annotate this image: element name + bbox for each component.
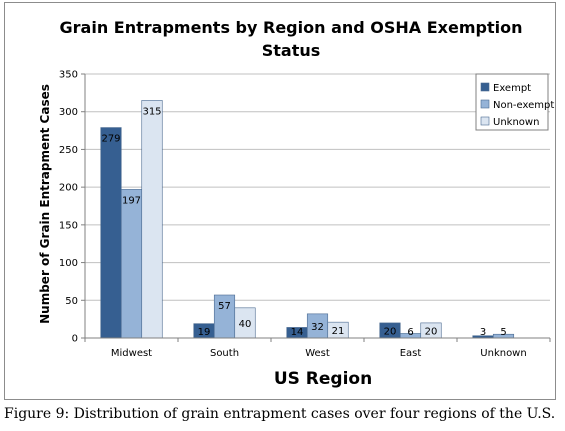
legend-swatch bbox=[480, 116, 490, 126]
y-axis-label: Number of Grain Entrapment Cases bbox=[38, 84, 52, 324]
data-label: 279 bbox=[101, 134, 120, 145]
data-label: 40 bbox=[239, 319, 252, 330]
x-tick-label: South bbox=[210, 348, 239, 359]
data-label: 3 bbox=[480, 327, 486, 338]
y-tick-label: 50 bbox=[65, 296, 78, 307]
data-label: 14 bbox=[291, 327, 304, 338]
bar bbox=[100, 127, 122, 339]
data-label: 197 bbox=[122, 195, 141, 206]
legend-entry: Non-exempt bbox=[493, 100, 554, 111]
y-tick-label: 300 bbox=[59, 107, 78, 118]
data-label: 20 bbox=[384, 326, 397, 337]
bar bbox=[141, 100, 163, 339]
y-tick-label: 250 bbox=[59, 145, 78, 156]
legend-entry: Exempt bbox=[493, 83, 531, 94]
data-label: 21 bbox=[332, 326, 345, 337]
x-tick-label: West bbox=[305, 348, 330, 359]
data-label: 315 bbox=[142, 106, 161, 117]
data-label: 32 bbox=[311, 322, 324, 333]
chart-frame: Grain Entrapments by Region and OSHA Exe… bbox=[4, 2, 556, 400]
bar-chart: Grain Entrapments by Region and OSHA Exe… bbox=[38, 18, 554, 389]
x-axis-label: US Region bbox=[274, 369, 372, 389]
data-label: 57 bbox=[218, 301, 231, 312]
legend-entry: Unknown bbox=[493, 117, 539, 128]
y-tick-label: 100 bbox=[59, 258, 78, 269]
data-label: 20 bbox=[425, 326, 438, 337]
data-label: 5 bbox=[500, 327, 506, 338]
chart-title-line-1: Grain Entrapments by Region and OSHA Exe… bbox=[60, 18, 523, 37]
figure-caption: Figure 9: Distribution of grain entrapme… bbox=[4, 406, 556, 422]
bar bbox=[120, 189, 143, 339]
data-label: 6 bbox=[407, 327, 413, 338]
x-tick-label: Unknown bbox=[480, 348, 526, 359]
data-label: 19 bbox=[198, 327, 211, 338]
legend-swatch bbox=[480, 82, 490, 92]
y-tick-label: 150 bbox=[59, 220, 78, 231]
x-tick-label: Midwest bbox=[111, 348, 152, 359]
legend-swatch bbox=[480, 99, 490, 109]
chart-title-line-2: Status bbox=[262, 41, 321, 60]
legend: Exempt Non-exempt Unknown bbox=[475, 73, 554, 131]
x-tick-label: East bbox=[400, 348, 422, 359]
y-tick-label: 350 bbox=[59, 70, 78, 81]
y-tick-label: 0 bbox=[72, 334, 78, 345]
y-tick-label: 200 bbox=[59, 183, 78, 194]
